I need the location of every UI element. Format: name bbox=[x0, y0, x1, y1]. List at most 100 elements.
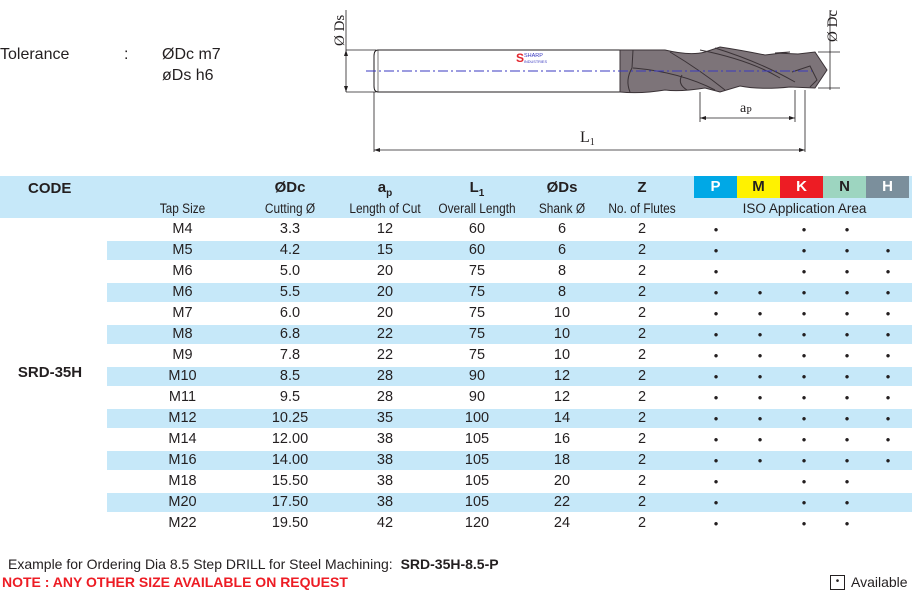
iso-m-availability bbox=[750, 471, 770, 492]
table-row: M8 6.8 22 75 10 2 • • • • • bbox=[0, 324, 912, 345]
iso-m-availability: • bbox=[757, 453, 763, 468]
tolerance-dc: ØDc m7 bbox=[162, 46, 221, 63]
cell-flutes: 2 bbox=[637, 473, 647, 489]
cell-flutes: 2 bbox=[637, 347, 647, 363]
header-ds: ØDs bbox=[546, 179, 578, 196]
cell-flutes: 2 bbox=[637, 305, 647, 321]
ap-dimension-label: aP bbox=[740, 101, 752, 117]
cell-flutes: 2 bbox=[637, 494, 647, 510]
table-row: M6 5.5 20 75 8 2 • • • • • bbox=[0, 282, 912, 303]
cell-cutting-diameter: 14.00 bbox=[271, 452, 309, 468]
iso-p-availability: • bbox=[713, 516, 719, 531]
table-row: M12 10.25 35 100 14 2 • • • • • bbox=[0, 408, 912, 429]
cell-tap-size: M6 bbox=[172, 263, 193, 279]
cell-overall-length: 100 bbox=[464, 410, 490, 426]
tolerance-ds: øDs h6 bbox=[162, 67, 214, 84]
iso-n-availability: • bbox=[844, 516, 850, 531]
header-tap-size: Tap Size bbox=[159, 201, 206, 216]
row-stripe bbox=[107, 409, 912, 428]
iso-h-availability: • bbox=[885, 390, 891, 405]
cell-tap-size: M16 bbox=[168, 452, 197, 468]
iso-k: K bbox=[780, 176, 823, 198]
cell-tap-size: M18 bbox=[168, 473, 197, 489]
cell-overall-length: 75 bbox=[468, 305, 486, 321]
cell-flutes: 2 bbox=[637, 431, 647, 447]
iso-n-availability: • bbox=[844, 474, 850, 489]
iso-k-availability: • bbox=[801, 474, 807, 489]
header-l1-sub: Overall Length bbox=[438, 201, 516, 216]
iso-m-availability: • bbox=[757, 285, 763, 300]
cell-length-of-cut: 38 bbox=[376, 452, 394, 468]
cell-shank-diameter: 10 bbox=[553, 347, 571, 363]
iso-h-availability: • bbox=[885, 306, 891, 321]
iso-h-availability: • bbox=[885, 453, 891, 468]
iso-m-availability bbox=[750, 261, 770, 282]
cell-length-of-cut: 42 bbox=[376, 515, 394, 531]
cell-shank-diameter: 18 bbox=[553, 452, 571, 468]
iso-p-availability: • bbox=[713, 369, 719, 384]
iso-k-availability: • bbox=[801, 516, 807, 531]
iso-h-availability: • bbox=[885, 348, 891, 363]
tolerance-colon: : bbox=[124, 46, 129, 63]
cell-shank-diameter: 6 bbox=[557, 242, 567, 258]
iso-k-availability: • bbox=[801, 285, 807, 300]
iso-p-availability: • bbox=[713, 411, 719, 426]
cell-shank-diameter: 22 bbox=[553, 494, 571, 510]
table-body: SRD-35H M4 3.3 12 60 6 2 • • • M5 4.2 15 60 6 2 • • • • M6 5… bbox=[0, 219, 912, 534]
cell-shank-diameter: 12 bbox=[553, 368, 571, 384]
cell-cutting-diameter: 17.50 bbox=[271, 494, 309, 510]
header-l1: L1 bbox=[469, 179, 485, 199]
iso-p-availability: • bbox=[713, 474, 719, 489]
cell-shank-diameter: 10 bbox=[553, 326, 571, 342]
table-row: M14 12.00 38 105 16 2 • • • • • bbox=[0, 429, 912, 450]
cell-length-of-cut: 20 bbox=[376, 305, 394, 321]
iso-m-availability bbox=[750, 240, 770, 261]
cell-tap-size: M12 bbox=[168, 410, 197, 426]
cell-cutting-diameter: 10.25 bbox=[271, 410, 309, 426]
cell-overall-length: 120 bbox=[464, 515, 490, 531]
iso-h-availability bbox=[878, 471, 898, 492]
iso-p-availability: • bbox=[713, 243, 719, 258]
header-z: Z bbox=[637, 179, 647, 196]
row-stripe bbox=[107, 493, 912, 512]
dc-dimension-label: Ø Dc bbox=[825, 10, 840, 42]
iso-m-availability: • bbox=[757, 411, 763, 426]
iso-p-availability: • bbox=[713, 306, 719, 321]
iso-p-availability: • bbox=[713, 453, 719, 468]
cell-length-of-cut: 22 bbox=[376, 347, 394, 363]
drill-diagram-icon: Ø Ds S SHARP INDUSTRIES Ø Dc bbox=[332, 10, 841, 152]
cell-overall-length: 90 bbox=[468, 389, 486, 405]
cell-cutting-diameter: 9.5 bbox=[279, 389, 301, 405]
cell-tap-size: M14 bbox=[168, 431, 197, 447]
cell-flutes: 2 bbox=[637, 515, 647, 531]
iso-m-availability bbox=[750, 492, 770, 513]
cell-length-of-cut: 38 bbox=[376, 494, 394, 510]
iso-m-availability: • bbox=[757, 390, 763, 405]
iso-h-availability: • bbox=[885, 369, 891, 384]
sharp-logo-icon: S bbox=[516, 51, 524, 65]
product-table: CODE Tap Size ØDc Cutting Ø ap Length of… bbox=[0, 176, 912, 534]
available-bullet-icon: • bbox=[830, 574, 845, 590]
cell-tap-size: M22 bbox=[168, 515, 197, 531]
iso-m-availability: • bbox=[757, 369, 763, 384]
iso-n-availability: • bbox=[844, 327, 850, 342]
cell-length-of-cut: 28 bbox=[376, 389, 394, 405]
row-stripe bbox=[107, 325, 912, 344]
cell-length-of-cut: 38 bbox=[376, 473, 394, 489]
header-dc-sub: Cutting Ø bbox=[264, 201, 316, 216]
cell-tap-size: M8 bbox=[172, 326, 193, 342]
cell-overall-length: 75 bbox=[468, 347, 486, 363]
availability-legend: • Available bbox=[830, 574, 908, 590]
iso-m-availability: • bbox=[757, 432, 763, 447]
iso-k-availability: • bbox=[801, 432, 807, 447]
iso-h-availability bbox=[878, 219, 898, 240]
cell-overall-length: 105 bbox=[464, 494, 490, 510]
cell-shank-diameter: 10 bbox=[553, 305, 571, 321]
table-row: M7 6.0 20 75 10 2 • • • • • bbox=[0, 303, 912, 324]
cell-tap-size: M9 bbox=[172, 347, 193, 363]
cell-cutting-diameter: 19.50 bbox=[271, 515, 309, 531]
iso-n-availability: • bbox=[844, 348, 850, 363]
iso-k-availability: • bbox=[801, 453, 807, 468]
cell-overall-length: 75 bbox=[468, 284, 486, 300]
iso-n-availability: • bbox=[844, 432, 850, 447]
